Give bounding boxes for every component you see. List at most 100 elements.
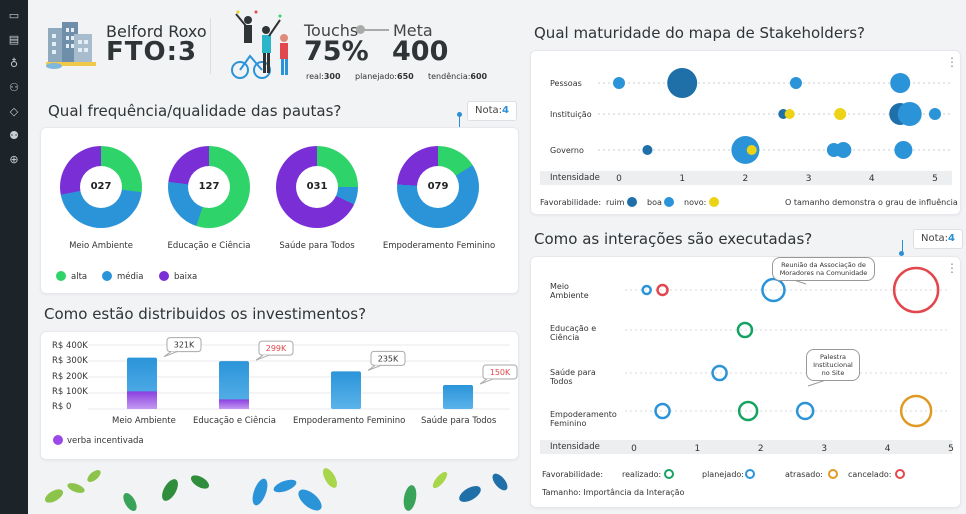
x-tick-label: 1 bbox=[679, 174, 685, 184]
legend-novo-dot bbox=[709, 197, 719, 207]
legend-alta: alta bbox=[71, 272, 88, 282]
globe-icon[interactable]: ⊕ bbox=[9, 153, 19, 166]
legend-atrasado-ring bbox=[828, 469, 838, 479]
interaction-bubble bbox=[737, 400, 759, 422]
bar-value-label: 150K bbox=[490, 368, 511, 377]
interaction-row-label: Meio Ambiente bbox=[550, 282, 589, 300]
donut-chart: 079 bbox=[397, 146, 479, 228]
x-axis-label: Intensidade bbox=[550, 173, 600, 183]
nota-label: Nota: bbox=[921, 233, 949, 244]
legend-realizado: realizado: bbox=[622, 470, 662, 479]
bar-total bbox=[331, 371, 361, 409]
intensidade-axis-bar bbox=[540, 440, 952, 454]
x-tick-label: 2 bbox=[743, 174, 749, 184]
legend-media: média bbox=[117, 272, 144, 282]
stakeholder-bubble bbox=[789, 77, 802, 89]
tag-icon[interactable]: ◇ bbox=[9, 105, 19, 118]
legend-ruim-dot bbox=[627, 197, 637, 207]
nota-value: 4 bbox=[948, 233, 955, 244]
connector-dot bbox=[356, 25, 365, 34]
group-icon[interactable]: ⚉ bbox=[9, 129, 19, 142]
bar-value-bubble: 235K bbox=[367, 350, 406, 371]
dashboard-icon[interactable]: ▤ bbox=[8, 33, 20, 46]
stakeholders-card bbox=[530, 50, 961, 215]
interaction-bubble bbox=[761, 277, 786, 303]
bar-category-label: Empoderamento Feminino bbox=[293, 416, 406, 426]
influence-note: O tamanho demonstra o grau de influência bbox=[785, 198, 958, 207]
interaction-bubble bbox=[711, 364, 728, 382]
donut-chart: 127 bbox=[168, 146, 250, 228]
bar-category-label: Educação e Ciência bbox=[193, 416, 276, 426]
interaction-callout: Palestra Institucional no Site bbox=[806, 349, 860, 381]
monitor-icon[interactable]: ▭ bbox=[8, 9, 20, 22]
users-icon[interactable]: ⚇ bbox=[9, 81, 19, 94]
stakeholders-chart: 0 1 2 3 4 5 bbox=[598, 68, 950, 184]
interaction-bubble bbox=[641, 284, 652, 296]
y-tick: R$ 400K bbox=[52, 341, 88, 351]
meta-value: 400 bbox=[392, 36, 449, 67]
donut-chart: 031 bbox=[276, 146, 358, 228]
legend-cancelado-ring bbox=[895, 469, 905, 479]
stakeholder-bubble bbox=[613, 77, 625, 89]
city-name: Belford Roxo bbox=[106, 22, 207, 41]
donut-label: Meio Ambiente bbox=[69, 241, 133, 251]
interaction-bubble bbox=[656, 283, 669, 297]
legend-alta-dot bbox=[56, 271, 66, 281]
legend-boa: boa bbox=[647, 198, 662, 207]
x-tick-label: 4 bbox=[885, 444, 891, 454]
interaction-row-label: Saúde para Todos bbox=[550, 368, 596, 386]
bar-value-bubble: 150K bbox=[479, 364, 518, 385]
legend-boa-dot bbox=[664, 197, 674, 207]
x-tick-label: 4 bbox=[869, 174, 875, 184]
meta-label: Meta bbox=[393, 21, 433, 40]
legend-atrasado: atrasado: bbox=[785, 470, 823, 479]
legend-cancelado: cancelado: bbox=[848, 470, 892, 479]
y-tick: R$ 100K bbox=[52, 387, 88, 397]
legend-ruim: ruim bbox=[606, 198, 625, 207]
nota-connector bbox=[902, 240, 903, 254]
tendencia-value: 600 bbox=[470, 72, 488, 81]
divider bbox=[210, 18, 211, 74]
legend-verba: verba incentivada bbox=[67, 436, 144, 446]
planejado-stat: planejado:650 bbox=[355, 72, 414, 81]
donut-chart: 027 bbox=[60, 146, 142, 228]
interaction-bubble bbox=[899, 394, 933, 428]
stakeholder-row-label: Instituição bbox=[550, 110, 592, 119]
donut-label: Empoderamento Feminino bbox=[382, 241, 496, 251]
stakeholder-bubble bbox=[894, 141, 913, 159]
favorabilidade-label: Favorabilidade: bbox=[540, 198, 602, 207]
donut-value: 027 bbox=[80, 166, 122, 208]
stakeholder-bubble bbox=[667, 68, 698, 98]
legend-baixa: baixa bbox=[174, 272, 198, 282]
more-options-icon[interactable]: ⋮ bbox=[946, 55, 958, 69]
city-buildings-icon bbox=[46, 22, 96, 69]
x-tick-label: 3 bbox=[806, 174, 812, 184]
bar-total bbox=[219, 361, 249, 409]
legend-media-dot bbox=[102, 271, 112, 281]
tendencia-label: tendência: bbox=[428, 72, 471, 81]
legend-planejado-ring bbox=[745, 469, 755, 479]
y-tick: R$ 200K bbox=[52, 372, 88, 382]
bar-value-bubble: 299K bbox=[255, 340, 294, 361]
interacoes-chart: 0 1 2 3 4 5 bbox=[625, 266, 954, 454]
x-tick-label: 0 bbox=[616, 174, 622, 184]
x-tick-label: 0 bbox=[631, 444, 637, 454]
stakeholder-row-label: Pessoas bbox=[550, 79, 582, 88]
donut-label: Educação e Ciência bbox=[167, 241, 251, 251]
nota-label: Nota: bbox=[475, 105, 503, 116]
interaction-bubble bbox=[795, 401, 815, 421]
donut-value: 079 bbox=[417, 166, 459, 208]
interacoes-card bbox=[530, 256, 961, 508]
pautas-nota-badge: Nota:4 bbox=[467, 101, 517, 121]
donut-label: Saúde para Todos bbox=[279, 241, 355, 251]
legend-planejado: planejado: bbox=[702, 470, 744, 479]
tendencia-stat: tendência:600 bbox=[428, 72, 487, 81]
bar-incentivada bbox=[219, 399, 249, 409]
nota-dot bbox=[899, 251, 904, 256]
bulb-icon[interactable]: ♁ bbox=[9, 57, 19, 70]
more-options-icon[interactable]: ⋮ bbox=[946, 261, 958, 275]
legend-realizado-ring bbox=[664, 469, 674, 479]
leaves-illustration-icon bbox=[44, 468, 508, 512]
y-tick: R$ 300K bbox=[52, 356, 88, 366]
real-value: 300 bbox=[323, 72, 341, 81]
